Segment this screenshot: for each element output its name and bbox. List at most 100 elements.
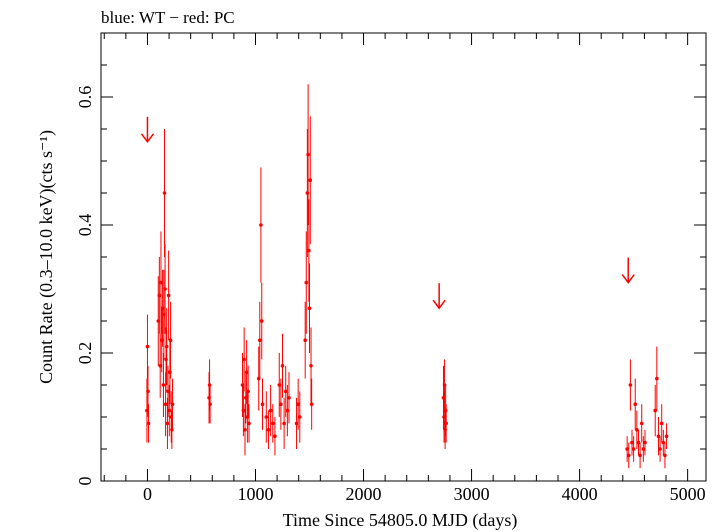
- data-point: [158, 364, 163, 368]
- data-point: [661, 440, 666, 445]
- data-point: [162, 191, 167, 195]
- data-point: [208, 402, 212, 407]
- data-point: [658, 447, 662, 451]
- data-point: [285, 408, 290, 413]
- data-point: [283, 389, 288, 394]
- data-point: [145, 344, 150, 349]
- data-point: [306, 152, 310, 157]
- upper-limit-arrows: [140, 116, 635, 310]
- data-point: [309, 364, 313, 368]
- data-point: [273, 434, 277, 439]
- data-point: [259, 319, 264, 323]
- data-point: [296, 402, 300, 407]
- data-point: [639, 421, 644, 426]
- data-point: [168, 338, 173, 343]
- data-point: [304, 280, 309, 285]
- data-point: [443, 408, 448, 413]
- data-point: [270, 421, 275, 426]
- data-point: [626, 453, 631, 458]
- data-point: [282, 421, 286, 426]
- y-tick-labels: 0 0.2 0.4 0.6: [75, 86, 95, 486]
- arrow-head: [432, 299, 446, 310]
- data-point: [659, 421, 664, 426]
- x-tick-label: 3000: [454, 484, 490, 504]
- x-tick-label: 0: [143, 484, 152, 504]
- data-point: [258, 338, 262, 343]
- data-point: [167, 408, 172, 413]
- y-axis-label: Count Rate (0.3–10.0 keV)(cts s⁻¹): [36, 130, 57, 384]
- y-tick-label: 0.4: [75, 214, 95, 237]
- data-point: [305, 191, 310, 195]
- data-point: [638, 453, 642, 458]
- x-tick-label: 2000: [346, 484, 382, 504]
- data-point: [157, 293, 162, 298]
- data-point: [628, 383, 633, 387]
- x-tick-label: 1000: [237, 484, 273, 504]
- data-point: [164, 357, 168, 362]
- plot-frame: [100, 32, 707, 482]
- data-point: [244, 370, 249, 375]
- y-tick-label: 0: [75, 477, 95, 486]
- y-tick-label: 0.2: [75, 342, 95, 365]
- upper-limit-arrow: [621, 257, 635, 284]
- data-point: [307, 248, 311, 253]
- data-point: [297, 415, 302, 419]
- data-point: [247, 421, 251, 426]
- data-point: [165, 421, 170, 426]
- y-tick-label: 0.6: [75, 86, 95, 109]
- data-point: [264, 415, 269, 419]
- data-point: [268, 408, 273, 413]
- data-point: [633, 402, 638, 407]
- data-point: [656, 434, 661, 439]
- data-point: [294, 421, 299, 426]
- data-point: [635, 428, 639, 432]
- data-point: [161, 383, 166, 387]
- data-point: [636, 440, 641, 445]
- data-point: [641, 447, 646, 451]
- data-point: [259, 223, 263, 227]
- data-point: [303, 338, 307, 343]
- data-point: [266, 428, 271, 432]
- data-point: [625, 447, 629, 451]
- data-point: [643, 440, 647, 445]
- arrow-head: [140, 133, 155, 144]
- data-point: [207, 383, 212, 387]
- data-point: [260, 402, 265, 407]
- data-points: [145, 84, 669, 469]
- data-point: [279, 402, 283, 407]
- data-point: [146, 421, 151, 426]
- data-point: [146, 389, 150, 394]
- data-point: [246, 389, 250, 394]
- data-point: [287, 396, 291, 400]
- x-tick-label: 5000: [670, 484, 706, 504]
- data-point: [163, 287, 167, 291]
- data-point: [166, 293, 171, 298]
- upper-limit-arrow: [140, 116, 155, 144]
- data-point: [277, 383, 282, 387]
- data-point: [664, 434, 669, 439]
- data-point: [159, 280, 163, 285]
- data-point: [163, 402, 168, 407]
- data-point: [444, 421, 448, 426]
- data-point: [170, 402, 175, 407]
- upper-limit-arrow: [432, 283, 446, 310]
- data-point: [170, 428, 174, 432]
- data-point: [663, 453, 667, 458]
- data-point: [653, 408, 658, 413]
- data-point: [655, 376, 659, 381]
- axis-ticks: [101, 33, 706, 482]
- data-point: [631, 447, 636, 451]
- data-point: [242, 357, 246, 362]
- data-point: [307, 306, 312, 311]
- data-point: [164, 344, 169, 349]
- data-point: [630, 440, 634, 445]
- data-point: [308, 178, 313, 182]
- data-point: [241, 408, 246, 413]
- x-tick-labels: 0 1000 2000 3000 4000 5000: [143, 484, 706, 504]
- x-axis-label: Time Since 54805.0 MJD (days): [283, 510, 518, 531]
- chart-title: blue: WT − red: PC: [101, 8, 235, 27]
- data-point: [309, 402, 314, 407]
- arrow-head: [621, 274, 635, 284]
- data-point: [280, 364, 285, 368]
